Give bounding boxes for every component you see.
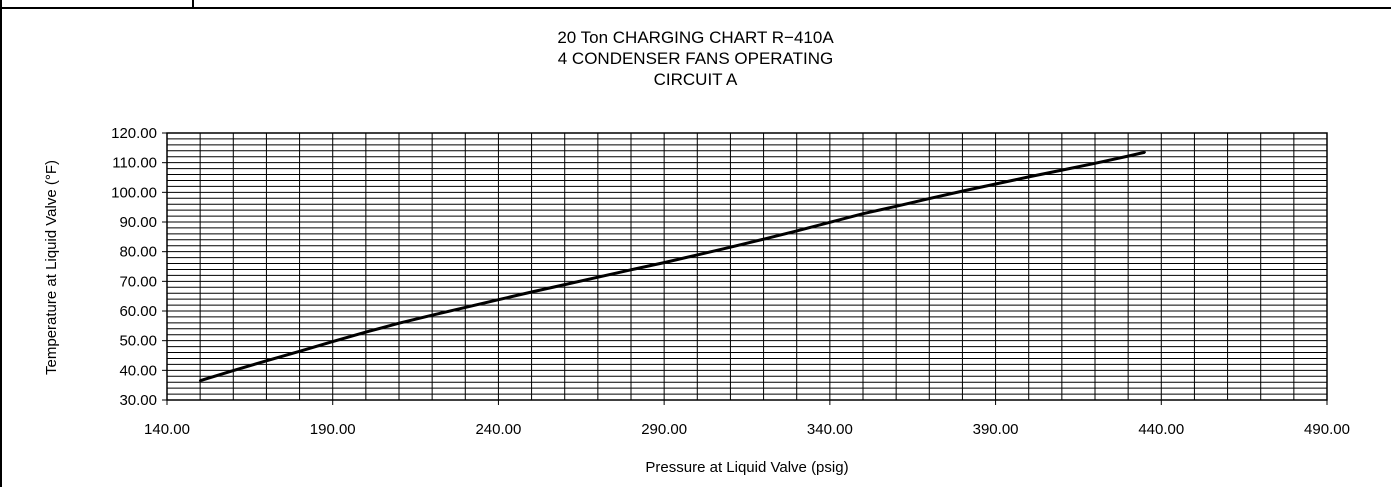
- data-point: [596, 275, 600, 279]
- chart-title-line-2: 4 CONDENSER FANS OPERATING: [557, 49, 834, 68]
- y-tick-label: 70.00: [119, 273, 157, 290]
- data-point: [961, 189, 964, 193]
- data-point: [1060, 168, 1064, 172]
- data-point: [762, 238, 765, 241]
- data-point: [894, 205, 898, 208]
- x-tick-label: 390.00: [973, 421, 1019, 438]
- chart-title-line-3: CIRCUIT A: [653, 70, 738, 89]
- data-point: [232, 369, 235, 372]
- x-tick-label: 140.00: [144, 421, 190, 438]
- data-point: [1126, 154, 1130, 158]
- plot-area-border: [166, 132, 1328, 401]
- data-point: [331, 340, 334, 343]
- y-axis-label: Temperature at Liquid Valve (°F): [43, 160, 60, 375]
- y-tick-label: 80.00: [119, 244, 157, 261]
- data-point: [629, 268, 633, 271]
- x-tick-label: 290.00: [641, 421, 687, 438]
- data-point: [1027, 175, 1030, 179]
- x-tick-label: 490.00: [1304, 421, 1350, 438]
- y-tick-label: 60.00: [119, 303, 157, 320]
- data-point: [464, 306, 467, 309]
- y-tick-label: 110.00: [112, 155, 157, 172]
- data-point: [198, 379, 202, 382]
- x-tick-label: 440.00: [1138, 421, 1184, 438]
- data-point: [729, 246, 732, 249]
- data-point: [696, 253, 699, 257]
- data-point: [662, 261, 666, 264]
- y-tick-label: 120.00: [111, 125, 157, 142]
- y-tick-label: 30.00: [119, 392, 157, 409]
- x-tick-label: 190.00: [310, 421, 356, 438]
- y-tick-label: 40.00: [119, 362, 157, 379]
- data-point: [530, 290, 533, 294]
- charging-curve-line: [199, 150, 1146, 383]
- data-point: [298, 350, 301, 353]
- y-tick-label: 50.00: [119, 333, 157, 350]
- y-tick-label: 100.00: [111, 184, 157, 201]
- data-point: [430, 313, 434, 317]
- data-point: [364, 330, 368, 334]
- data-point: [265, 359, 268, 363]
- data-point: [563, 283, 566, 286]
- data-point: [1093, 162, 1097, 165]
- x-tick-label: 240.00: [475, 421, 521, 438]
- x-axis-label: Pressure at Liquid Valve (psig): [645, 459, 848, 476]
- x-tick-label: 340.00: [807, 421, 853, 438]
- data-point: [397, 321, 401, 325]
- data-point: [928, 197, 931, 200]
- data-point: [1143, 151, 1146, 154]
- data-point: [497, 298, 500, 301]
- chart-title-line-1: 20 Ton CHARGING CHART R−410A: [557, 28, 834, 47]
- y-tick-label: 90.00: [119, 214, 157, 231]
- data-point: [828, 221, 832, 224]
- data-point: [795, 229, 798, 233]
- data-point: [861, 212, 865, 215]
- data-point: [994, 182, 997, 186]
